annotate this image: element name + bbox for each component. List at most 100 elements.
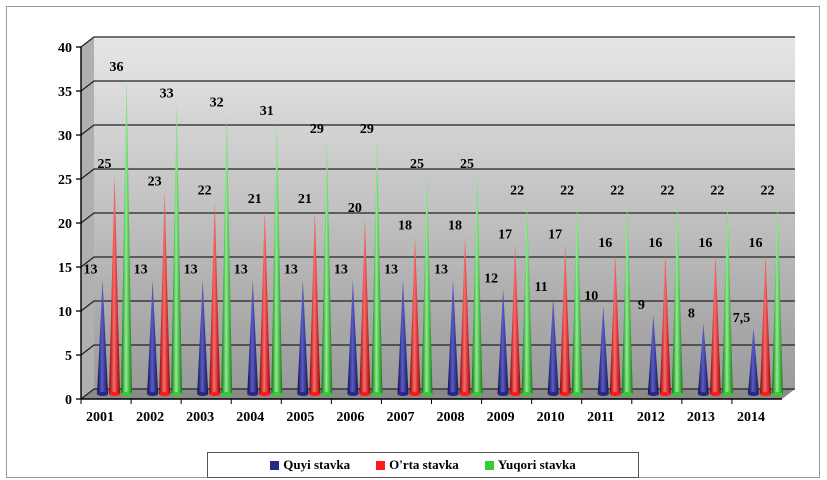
data-label: 8 [688, 307, 695, 322]
cone-bar [497, 288, 509, 394]
cone-bar [559, 244, 571, 394]
data-label: 22 [560, 183, 574, 198]
cone-base [747, 392, 759, 396]
cone-bar [609, 253, 621, 394]
y-tick-label: 5 [65, 349, 72, 364]
y-tick-label: 40 [58, 41, 72, 56]
cone-bar [321, 138, 333, 394]
cone-base [347, 392, 359, 396]
data-label: 33 [160, 87, 174, 102]
cone-bar [521, 200, 533, 394]
data-label: 16 [648, 236, 662, 251]
data-label: 17 [548, 227, 562, 242]
cone-bar [221, 112, 233, 395]
cone-bar [621, 200, 633, 394]
gridline-20 [80, 212, 795, 224]
data-label: 13 [134, 263, 148, 278]
x-tick-label: 2014 [737, 410, 765, 425]
cone-base [321, 392, 333, 396]
cone-bar [771, 200, 783, 394]
data-label: 16 [748, 236, 762, 251]
data-label: 13 [284, 263, 298, 278]
cone-base [509, 392, 521, 396]
y-tick-label: 25 [58, 173, 72, 188]
x-tick-label: 2008 [437, 410, 465, 425]
x-tick-label: 2006 [336, 410, 364, 425]
data-label: 23 [148, 175, 162, 190]
cone-base [409, 392, 421, 396]
cone-base [359, 392, 371, 396]
cone-bar [159, 191, 171, 394]
cone-base [459, 392, 471, 396]
gridline-40 [80, 36, 795, 48]
data-label: 31 [260, 104, 274, 119]
y-tick-label: 10 [58, 305, 72, 320]
cone-bar [247, 279, 259, 394]
data-label: 25 [410, 157, 424, 172]
cone-base [109, 392, 121, 396]
data-label: 21 [248, 192, 262, 207]
cone-bar [371, 138, 383, 394]
data-label: 22 [510, 183, 524, 198]
cone-base [147, 392, 159, 396]
cone-bar [471, 174, 483, 394]
cone-bar [721, 200, 733, 394]
y-tick-label: 15 [58, 261, 72, 276]
data-label: 25 [98, 157, 112, 172]
cone-base [97, 392, 109, 396]
x-tick-label: 2007 [386, 410, 414, 425]
legend-label-low: Quyi stavka [283, 457, 351, 472]
data-label: 29 [360, 122, 374, 137]
data-label: 16 [698, 236, 712, 251]
cone-bar [121, 77, 133, 394]
legend-swatch-low [270, 460, 280, 470]
chart-legend: Quyi stavka O'rta stavka Yuqori stavka [207, 452, 639, 478]
cone-base [471, 392, 483, 396]
gridline-15 [80, 256, 795, 268]
cone-bar [397, 279, 409, 394]
cone-bar [171, 103, 183, 394]
data-label: 11 [535, 280, 548, 295]
plot-floor [81, 389, 795, 399]
x-tick-label: 2012 [637, 410, 665, 425]
cone-base [159, 392, 171, 396]
gridline-30 [80, 124, 795, 136]
data-label: 32 [210, 95, 224, 110]
cone-bar [109, 174, 121, 394]
data-label: 21 [298, 192, 312, 207]
x-tick-label: 2010 [537, 410, 565, 425]
x-tick-label: 2003 [186, 410, 214, 425]
data-label: 22 [760, 183, 774, 198]
cone-base [709, 392, 721, 396]
cone-base [371, 392, 383, 396]
cone-bar [259, 209, 271, 394]
cone-bar [647, 314, 659, 394]
cone-bar [359, 218, 371, 394]
cone-base [571, 392, 583, 396]
cone-base [609, 392, 621, 396]
data-label: 17 [498, 227, 512, 242]
cone-base [221, 392, 233, 396]
legend-item-mid: O'rta stavka [376, 457, 459, 473]
cone-bar [97, 279, 109, 394]
cone-bar [209, 200, 221, 394]
data-label: 20 [348, 201, 362, 216]
gridline-35 [80, 80, 795, 92]
cone-base [759, 392, 771, 396]
cone-base [559, 392, 571, 396]
cone-bar [571, 200, 583, 394]
data-label: 36 [110, 60, 124, 75]
cone-base [697, 392, 709, 396]
cone-base [247, 392, 259, 396]
cone-bar [597, 306, 609, 394]
cone-base [721, 392, 733, 396]
cone-bar [447, 279, 459, 394]
cone-base [197, 392, 209, 396]
cone-base [659, 392, 671, 396]
data-label: 13 [384, 263, 398, 278]
y-tick-label: 0 [65, 393, 72, 408]
cone-bar [147, 279, 159, 394]
data-label: 22 [660, 183, 674, 198]
data-label: 12 [484, 271, 498, 286]
